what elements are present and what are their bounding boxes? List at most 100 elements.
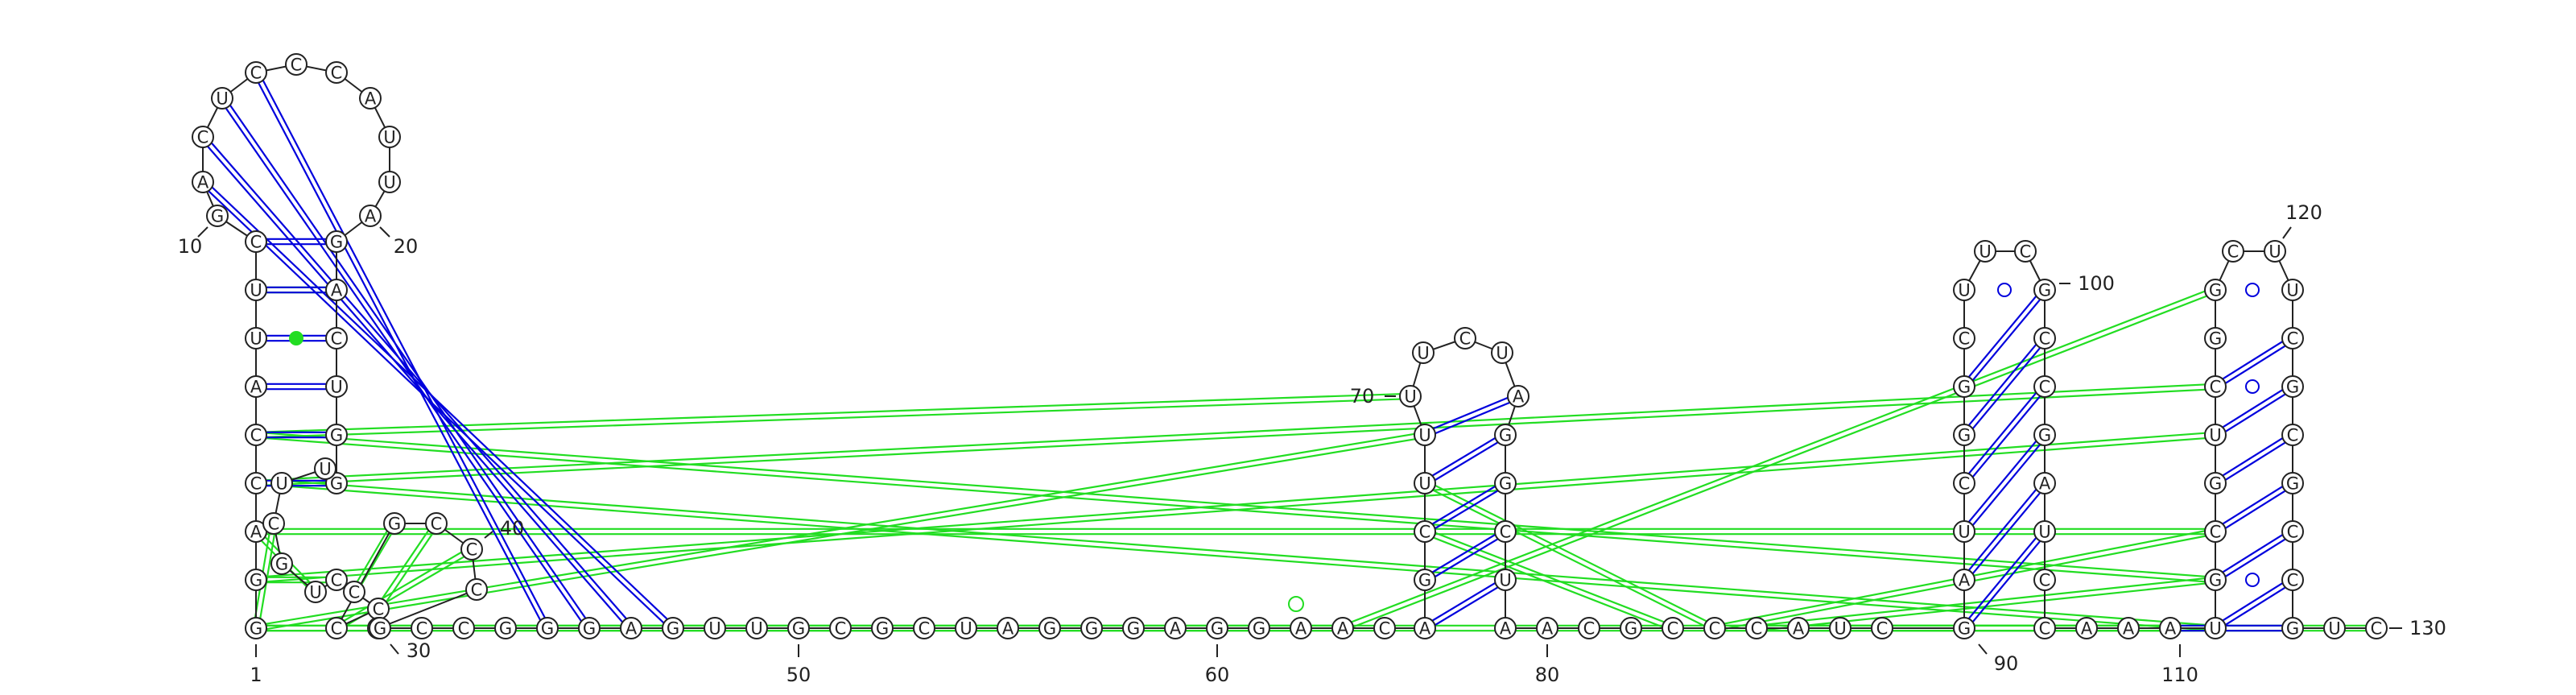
nucleotide-circle bbox=[304, 581, 327, 603]
nucleotide-circle bbox=[704, 617, 726, 639]
nucleotide-base: U bbox=[2209, 426, 2221, 445]
canonical-pair-stroke bbox=[1965, 291, 2048, 389]
canonical-pair-stroke bbox=[1961, 288, 2044, 386]
canonical-pair bbox=[2170, 624, 2293, 632]
nucleotide-circle bbox=[2204, 279, 2227, 301]
nucleotide-circle bbox=[270, 472, 293, 494]
nucleotide-base: G bbox=[330, 233, 343, 252]
nucleotide-base: U bbox=[2209, 619, 2221, 639]
noncanonical-pair-stroke bbox=[1423, 532, 1673, 632]
nucleotide-circle bbox=[378, 171, 401, 193]
nucleotide-circle bbox=[2264, 240, 2286, 263]
nucleotide-81: A bbox=[1536, 617, 1558, 639]
nucleotide-58: G bbox=[1080, 617, 1103, 639]
gu-pair-marker bbox=[2245, 379, 2260, 394]
canonical-pair-stroke bbox=[2213, 383, 2292, 434]
nucleotide-circle bbox=[1248, 617, 1270, 639]
nucleotide-base: C bbox=[331, 571, 343, 590]
nucleotide-base: U bbox=[960, 619, 972, 639]
nucleotide-base: A bbox=[365, 89, 377, 109]
nucleotide-circle bbox=[325, 327, 348, 350]
nucleotide-circle bbox=[2204, 617, 2227, 639]
position-label-100: 100 bbox=[2078, 272, 2115, 295]
nucleotide-circle bbox=[1953, 569, 1975, 591]
noncanonical-pair-stroke bbox=[379, 524, 440, 611]
nucleotide-base: C bbox=[1876, 619, 1889, 639]
nucleotide-circle bbox=[1953, 424, 1975, 446]
noncanonical-pair-stroke bbox=[256, 436, 1426, 632]
nucleotide-34: C bbox=[367, 598, 390, 620]
nucleotide-circle bbox=[262, 512, 285, 535]
nucleotide-circle bbox=[997, 617, 1019, 639]
canonical-pair-stroke bbox=[1423, 393, 1518, 434]
nucleotide-72: U bbox=[1412, 341, 1435, 364]
nucleotide-base: C bbox=[2287, 329, 2299, 349]
nucleotide-12: C bbox=[192, 126, 214, 148]
nucleotide-101: C bbox=[2033, 327, 2056, 350]
canonical-pair-stroke bbox=[1426, 484, 1508, 535]
nucleotide-128: G bbox=[2281, 617, 2304, 639]
noncanonical-pair bbox=[256, 527, 2215, 536]
position-tick bbox=[2282, 226, 2292, 239]
nucleotide-circle bbox=[211, 87, 233, 110]
nucleotide-circle bbox=[2075, 617, 2098, 639]
nucleotide-base: U bbox=[1496, 344, 1508, 363]
nucleotide-base: G bbox=[1499, 426, 1512, 445]
position-label-50: 50 bbox=[786, 664, 811, 686]
nucleotide-base: C bbox=[1959, 474, 1971, 494]
noncanonical-pair-stroke bbox=[1756, 576, 2215, 627]
nucleotide-circle bbox=[2204, 472, 2227, 494]
nucleotide-circle bbox=[955, 617, 977, 639]
nucleotide-52: C bbox=[829, 617, 852, 639]
nucleotide-base: C bbox=[2371, 619, 2383, 639]
nucleotide-base: G bbox=[330, 474, 343, 494]
nucleotide-base: C bbox=[1459, 329, 1472, 349]
nucleotide-circle bbox=[378, 126, 401, 148]
nucleotide-base: G bbox=[583, 619, 596, 639]
nucleotide-98: U bbox=[1974, 240, 1996, 263]
nucleotide-circle bbox=[1290, 617, 1312, 639]
gu-pair-marker bbox=[2245, 283, 2260, 297]
nucleotide-base: C bbox=[1959, 329, 1971, 349]
noncanonical-pair-stroke bbox=[1343, 291, 2217, 632]
nucleotide-77: G bbox=[1494, 472, 1517, 494]
nucleotide-91: A bbox=[1953, 569, 1975, 591]
nucleotide-27: U bbox=[314, 457, 336, 480]
nucleotide-32: C bbox=[325, 569, 348, 591]
canonical-pair-stroke bbox=[223, 96, 592, 627]
canonical-pair-stroke bbox=[257, 71, 551, 628]
nucleotide-11: A bbox=[192, 171, 214, 193]
nucleotide-74: U bbox=[1491, 341, 1513, 364]
nucleotide-127: C bbox=[2281, 569, 2304, 591]
nucleotide-base: G bbox=[792, 619, 805, 639]
nucleotide-circle bbox=[245, 424, 267, 446]
nucleotide-circle bbox=[245, 569, 267, 591]
position-tick bbox=[1978, 643, 1988, 655]
nucleotide-55: U bbox=[955, 617, 977, 639]
nucleotide-base: C bbox=[250, 474, 262, 494]
nucleotide-circle bbox=[2204, 424, 2227, 446]
position-label-10: 10 bbox=[178, 235, 203, 258]
nucleotide-circle bbox=[2222, 240, 2244, 263]
nucleotide-base: C bbox=[291, 56, 303, 75]
nucleotide-base: U bbox=[383, 173, 395, 192]
canonical-pair-stroke bbox=[2216, 581, 2295, 631]
canonical-pair bbox=[219, 96, 592, 631]
nucleotide-circle bbox=[2365, 617, 2388, 639]
nucleotide-base: C bbox=[1583, 619, 1596, 639]
nucleotide-16: C bbox=[325, 61, 348, 84]
nucleotide-43: C bbox=[452, 617, 475, 639]
nucleotide-circle bbox=[2281, 520, 2304, 543]
nucleotide-circle bbox=[285, 53, 308, 76]
nucleotide-17: A bbox=[359, 87, 382, 110]
nucleotide-23: C bbox=[325, 327, 348, 350]
nucleotide-base: A bbox=[1002, 619, 1014, 639]
nucleotide-circle bbox=[1206, 617, 1228, 639]
noncanonical-pair-stroke bbox=[1425, 527, 1674, 627]
nucleotide-63: A bbox=[1290, 617, 1312, 639]
nucleotide-base: A bbox=[1419, 619, 1431, 639]
nucleotide-base: C bbox=[2227, 242, 2240, 262]
nucleotide-circle bbox=[2281, 279, 2304, 301]
noncanonical-pair bbox=[255, 431, 2216, 584]
